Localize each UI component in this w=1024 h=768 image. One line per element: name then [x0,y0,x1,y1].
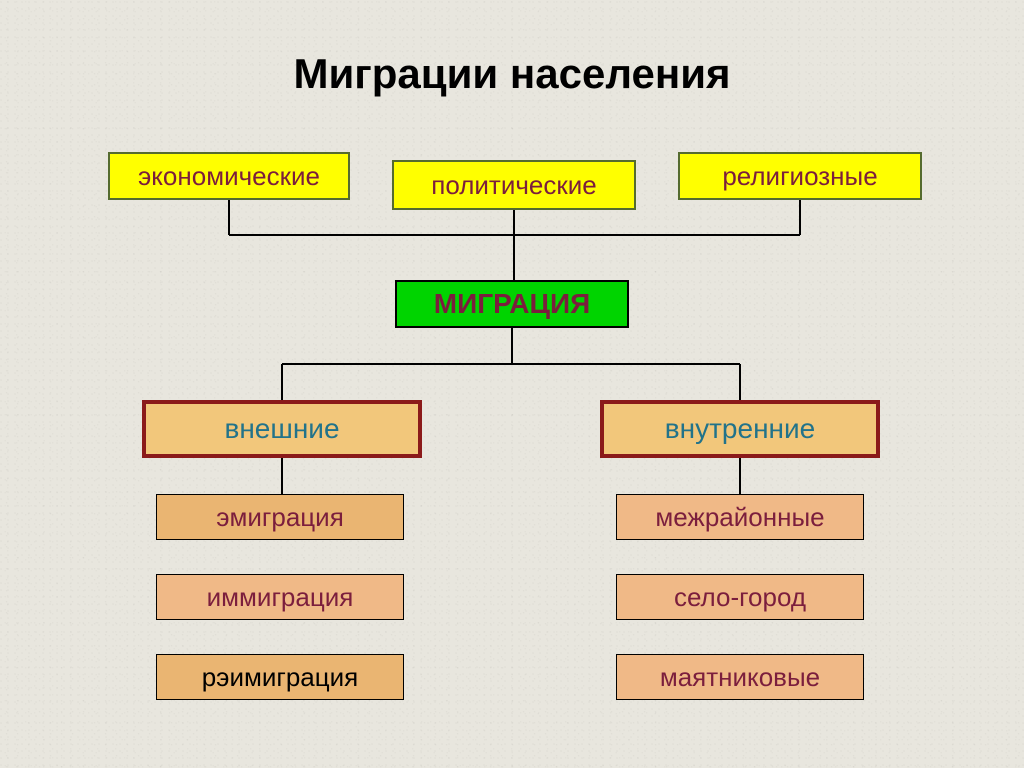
node-ruralurban: село-город [616,574,864,620]
node-commuter: маятниковые [616,654,864,700]
node-label: иммиграция [207,582,354,613]
node-label: внешние [224,413,339,445]
node-label: село-город [674,582,806,613]
node-label: межрайонные [655,502,824,533]
node-label: эмиграция [216,502,344,533]
node-immigration: иммиграция [156,574,404,620]
node-religious: религиозные [678,152,922,200]
page-title: Миграции населения [0,50,1024,98]
node-emigration: эмиграция [156,494,404,540]
node-label: религиозные [722,161,877,192]
node-label: внутренние [665,413,815,445]
node-political: политические [392,160,636,210]
node-migration: МИГРАЦИЯ [395,280,629,328]
node-label: маятниковые [660,662,820,693]
node-reemigration: рэимиграция [156,654,404,700]
node-economic: экономические [108,152,350,200]
node-internal: внутренние [600,400,880,458]
node-label: МИГРАЦИЯ [434,288,590,320]
node-label: экономические [138,161,320,192]
node-label: политические [431,170,596,201]
node-external: внешние [142,400,422,458]
node-interdistrict: межрайонные [616,494,864,540]
node-label: рэимиграция [202,662,359,693]
background-texture [0,0,1024,768]
